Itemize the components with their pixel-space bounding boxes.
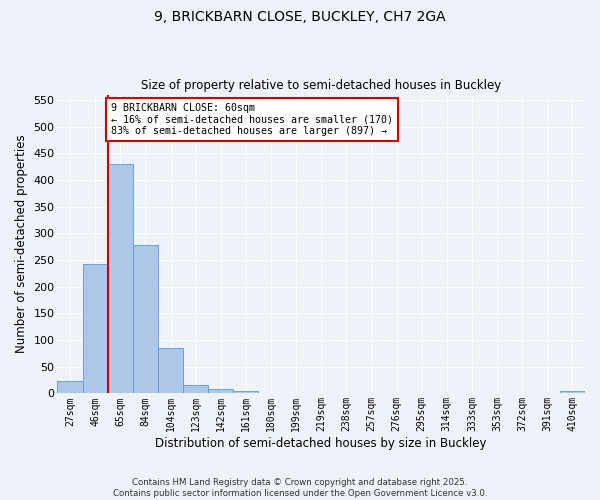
Text: 9, BRICKBARN CLOSE, BUCKLEY, CH7 2GA: 9, BRICKBARN CLOSE, BUCKLEY, CH7 2GA — [154, 10, 446, 24]
Bar — [208, 389, 233, 394]
Text: 9 BRICKBARN CLOSE: 60sqm
← 16% of semi-detached houses are smaller (170)
83% of : 9 BRICKBARN CLOSE: 60sqm ← 16% of semi-d… — [112, 102, 394, 136]
Bar — [108, 164, 133, 394]
Bar — [58, 381, 83, 394]
Bar — [233, 392, 259, 394]
Bar — [133, 245, 158, 394]
Text: Contains HM Land Registry data © Crown copyright and database right 2025.
Contai: Contains HM Land Registry data © Crown c… — [113, 478, 487, 498]
Bar — [560, 390, 585, 394]
Title: Size of property relative to semi-detached houses in Buckley: Size of property relative to semi-detach… — [141, 79, 502, 92]
X-axis label: Distribution of semi-detached houses by size in Buckley: Distribution of semi-detached houses by … — [155, 437, 487, 450]
Bar — [158, 348, 183, 394]
Bar — [183, 386, 208, 394]
Bar — [83, 264, 108, 394]
Y-axis label: Number of semi-detached properties: Number of semi-detached properties — [15, 134, 28, 354]
